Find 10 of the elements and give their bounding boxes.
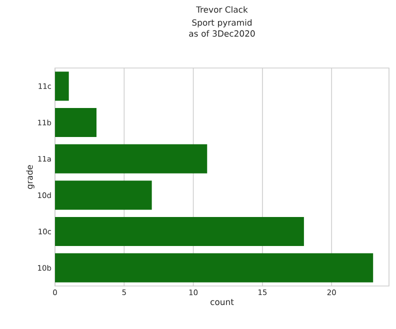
x-axis-title: count <box>210 299 234 306</box>
y-axis-title: grade <box>26 165 34 189</box>
bar <box>55 180 152 210</box>
bar <box>55 72 69 101</box>
chart-subtitle: Sport pyramid as of 3Dec2020 <box>189 19 255 37</box>
chart-title: Trevor Clack <box>196 6 248 13</box>
bar <box>55 144 208 174</box>
bar <box>55 108 96 138</box>
bar <box>55 253 374 282</box>
bar <box>55 216 304 246</box>
